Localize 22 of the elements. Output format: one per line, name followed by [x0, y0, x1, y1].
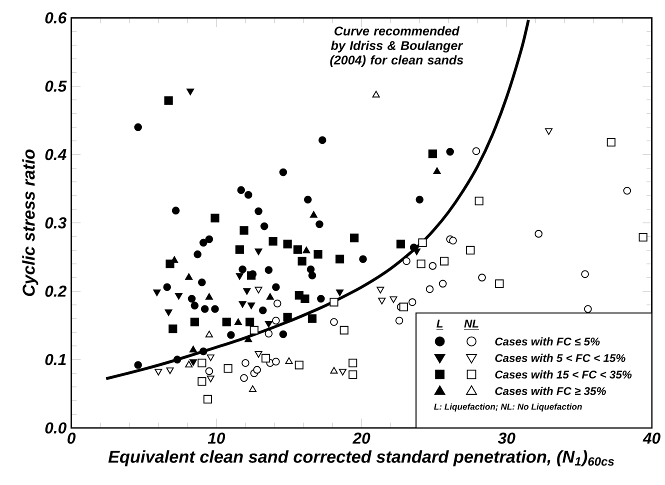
annotation: NL	[464, 320, 478, 328]
y-tick-label: 0.5	[45, 80, 67, 92]
x-tick-label: 10	[208, 432, 226, 444]
y-tick-label: 0.3	[45, 217, 66, 228]
y-tick-label: 0.1	[45, 354, 66, 365]
legend-label: Cases with FC ≥ 35%	[495, 386, 606, 395]
x-tick-label: 40	[642, 432, 660, 444]
legend-label: Cases with 15 < FC < 35%	[495, 370, 632, 378]
y-tick-label: 0.2	[45, 285, 67, 297]
x-axis-title: Equivalent clean sand corrected standard penetration, (N$_{1}$)$_{60cs}$	[108, 450, 614, 466]
legend-label: Cases with FC ≤ 5%	[495, 337, 600, 346]
x-tick-label: 20	[352, 432, 370, 444]
annotation: L: Liquefaction; NL: No Liquefaction	[434, 403, 582, 412]
y-axis-title: Cyclic stress ratio	[22, 149, 38, 296]
y-tick-label: 0.6	[45, 12, 67, 24]
y-tick-label: 0.0	[45, 422, 67, 434]
x-tick-label: 0	[68, 432, 76, 444]
y-tick-label: 0.4	[45, 148, 66, 160]
annotation: L	[436, 320, 443, 328]
legend-label: Cases with 5 < FC < 15%	[495, 354, 626, 362]
text: Curve recommended by Idriss & Boulanger (2004) for clean sands	[330, 26, 464, 67]
x-tick-label: 30	[498, 432, 516, 444]
